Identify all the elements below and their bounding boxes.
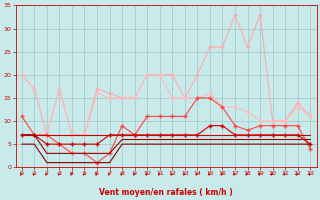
X-axis label: Vent moyen/en rafales ( km/h ): Vent moyen/en rafales ( km/h )	[99, 188, 233, 197]
